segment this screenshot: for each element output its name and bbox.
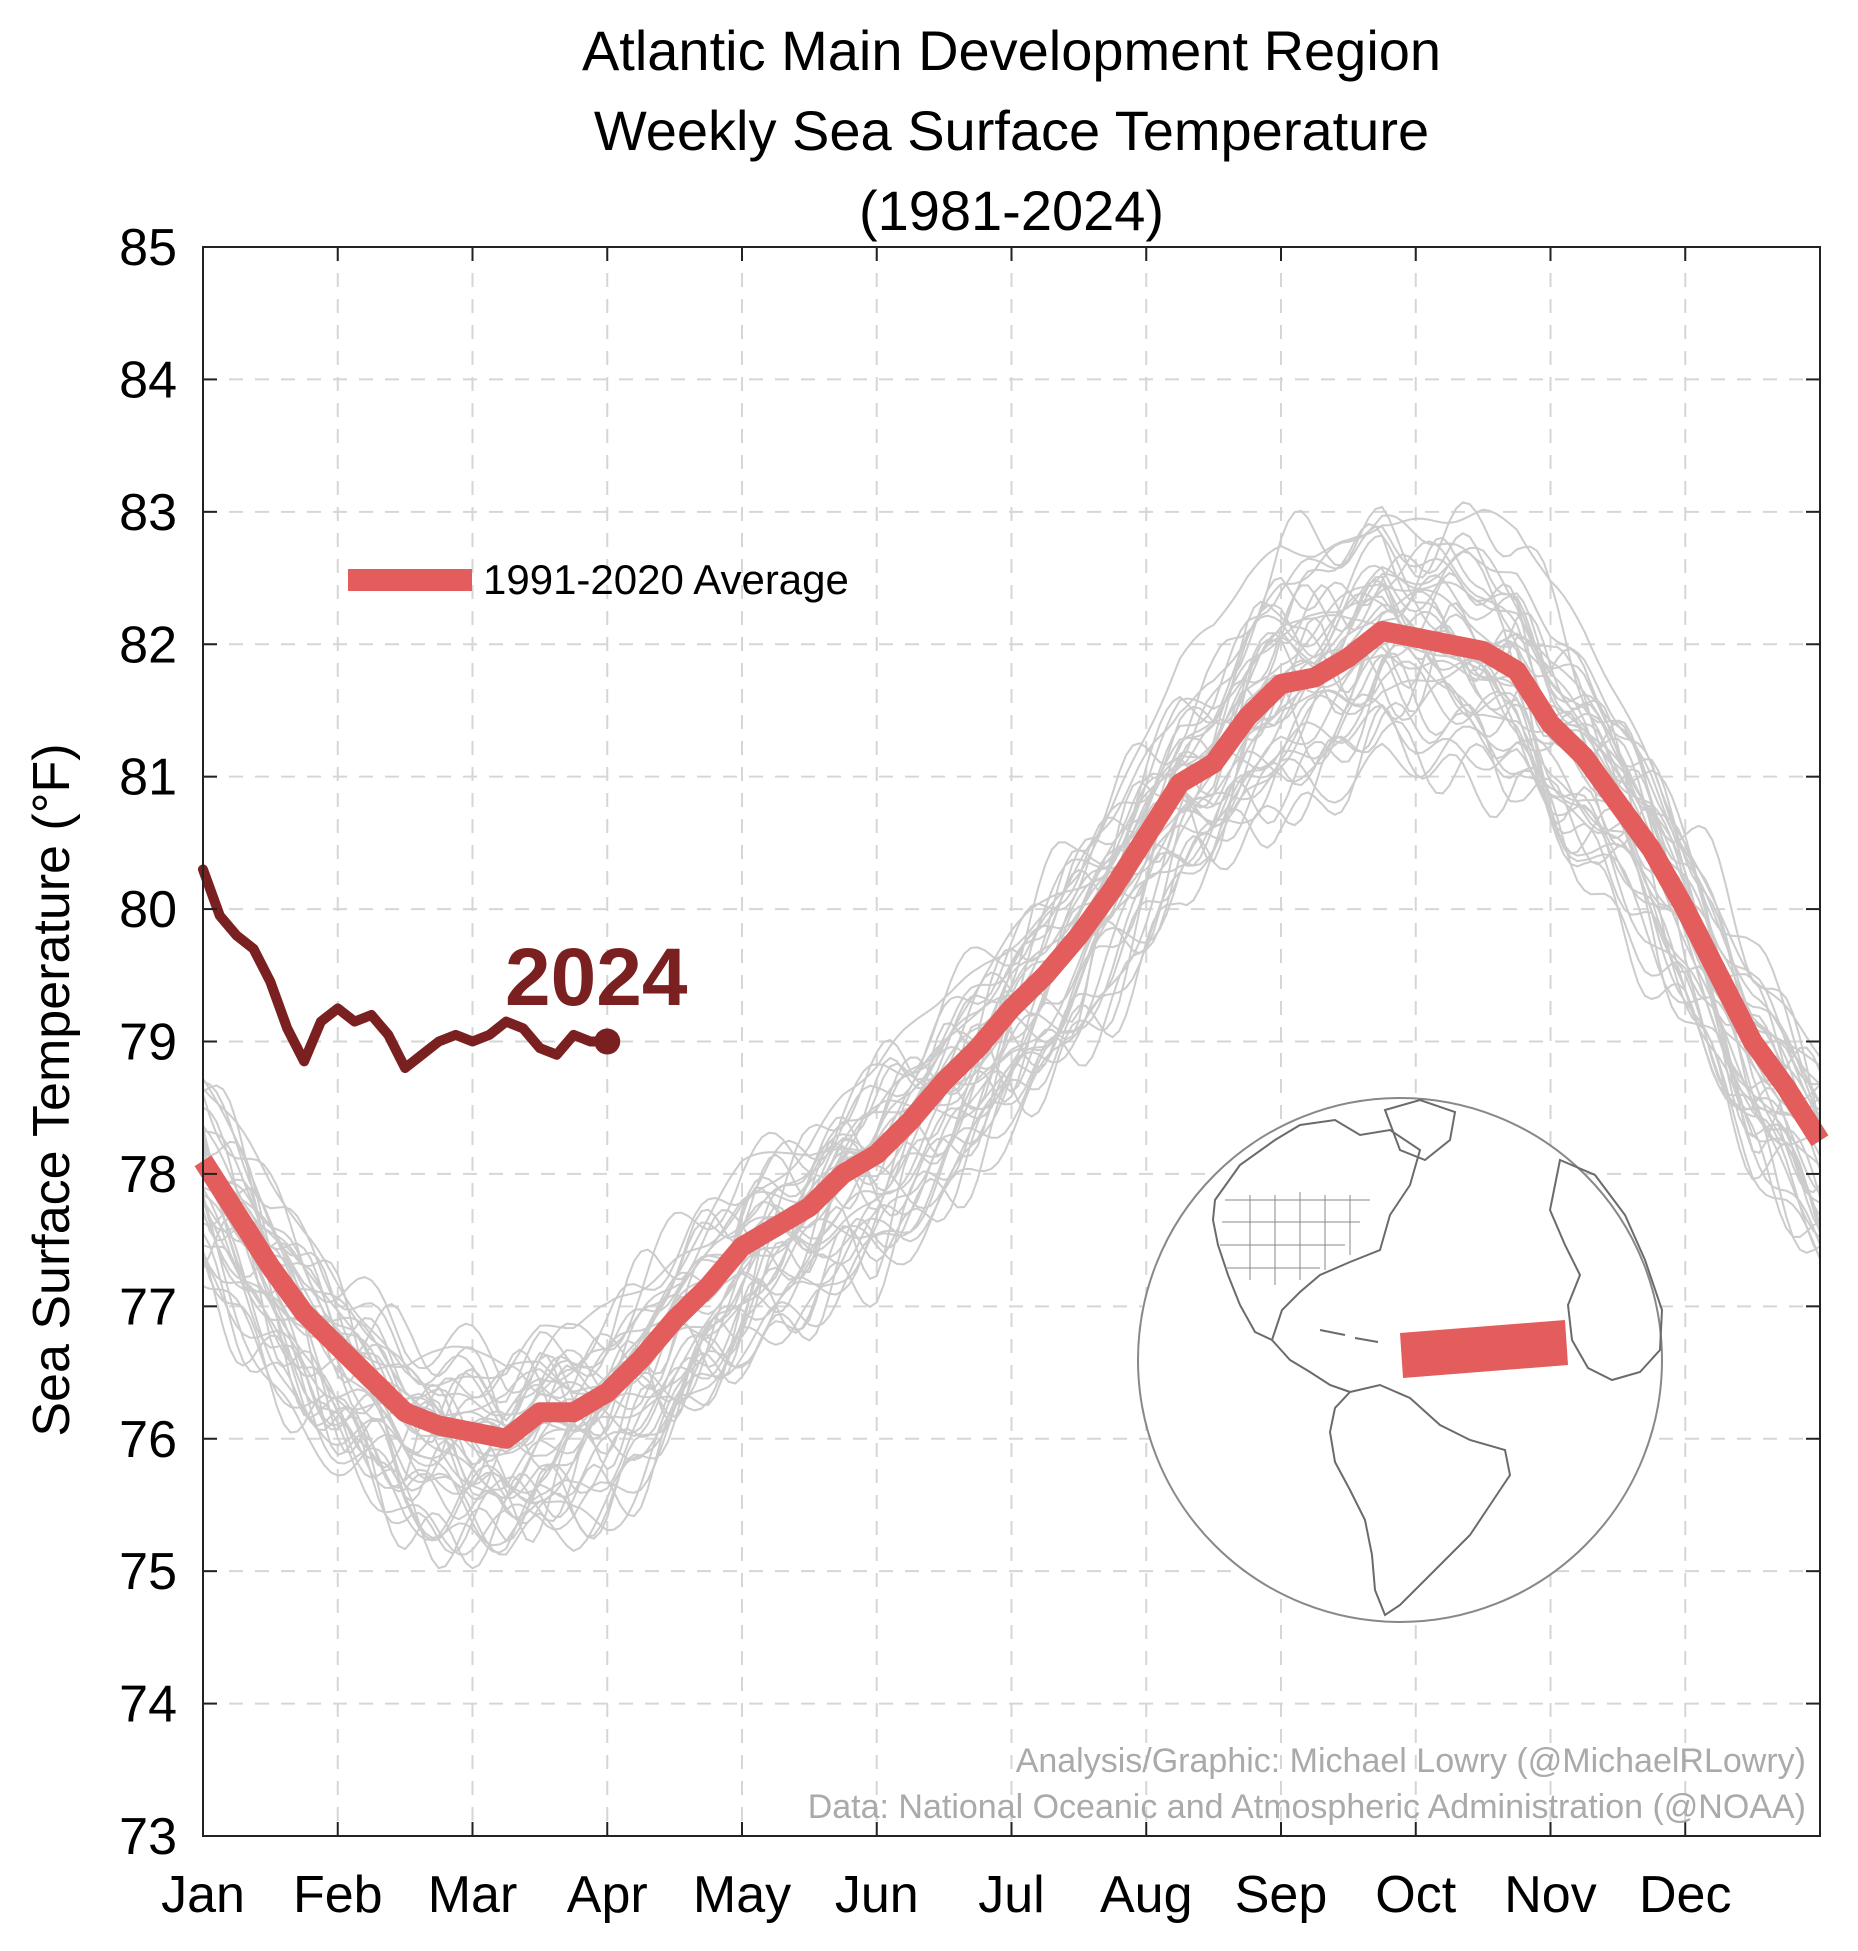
chart-title-line-3: (1981-2024) — [858, 179, 1165, 242]
y-tick-label: 76 — [119, 1411, 177, 1469]
historical-year-line — [202, 565, 1821, 1435]
historical-year-line — [202, 575, 1821, 1444]
y-tick-label: 79 — [119, 1014, 177, 1072]
axis-layer: 73 74 75 76 77 78 79 80 81 82 83 84 85 Jan Feb Mar Apr Ma… — [119, 219, 1820, 1924]
usa-states-hatching — [1220, 1192, 1370, 1285]
series-layer — [194, 621, 1829, 1449]
historical-year-line — [202, 703, 1821, 1570]
north-america-landmass — [1211, 1118, 1422, 1342]
x-tick-label: Jul — [978, 1866, 1044, 1924]
x-tick-label: Mar — [428, 1866, 518, 1924]
y-tick-label: 75 — [119, 1543, 177, 1601]
series-line-average — [194, 621, 1829, 1449]
south-america-landmass — [1328, 1383, 1512, 1617]
x-tick-label: Jun — [835, 1866, 919, 1924]
globe-outline — [1137, 1097, 1663, 1623]
historical-year-line — [202, 652, 1821, 1570]
x-tick-label: May — [693, 1866, 791, 1924]
series-endpoint-2024 — [594, 1028, 621, 1055]
y-tick-label: 73 — [119, 1808, 177, 1866]
chart-title-line-2: Weekly Sea Surface Temperature — [593, 99, 1430, 162]
africa-europe-landmass — [1548, 1158, 1664, 1382]
historical-year-line — [202, 514, 1821, 1417]
central-america-caribbean — [1271, 1329, 1379, 1393]
chart-title-line-1: Atlantic Main Development Region — [581, 19, 1442, 82]
series-line-2024 — [198, 864, 613, 1073]
x-tick-label: Dec — [1639, 1866, 1731, 1924]
legend: 1991-2020 Average — [348, 556, 849, 603]
y-tick-label: 84 — [119, 351, 177, 409]
y-tick-label: 80 — [119, 881, 177, 939]
y-tick-label: 74 — [119, 1676, 177, 1734]
x-tick-label: Feb — [293, 1866, 383, 1924]
historical-year-line — [202, 534, 1821, 1541]
historical-year-line — [202, 614, 1821, 1395]
y-tick-label: 83 — [119, 484, 177, 542]
y-tick-label: 82 — [119, 616, 177, 674]
historical-year-line — [202, 644, 1821, 1547]
x-tick-label: Oct — [1375, 1866, 1456, 1924]
y-tick-label: 81 — [119, 749, 177, 807]
greenland-landmass — [1383, 1098, 1457, 1162]
y-tick-label: 77 — [119, 1278, 177, 1336]
credit-data: Data: National Oceanic and Atmospheric A… — [808, 1788, 1806, 1826]
series-label-2024: 2024 — [505, 932, 688, 1023]
x-tick-label: Aug — [1100, 1866, 1193, 1924]
x-tick-label: Apr — [567, 1866, 648, 1924]
x-tick-label: Jan — [161, 1866, 245, 1924]
credit-analysis: Analysis/Graphic: Michael Lowry (@Michae… — [1016, 1742, 1806, 1780]
x-tick-label: Sep — [1235, 1866, 1328, 1924]
y-tick-label: 85 — [119, 219, 177, 277]
x-tick-label: Nov — [1504, 1866, 1596, 1924]
main-development-region-box — [1400, 1320, 1568, 1378]
globe-inset — [1137, 1097, 1664, 1623]
y-tick-label: 78 — [119, 1146, 177, 1204]
legend-label-average: 1991-2020 Average — [483, 556, 849, 603]
